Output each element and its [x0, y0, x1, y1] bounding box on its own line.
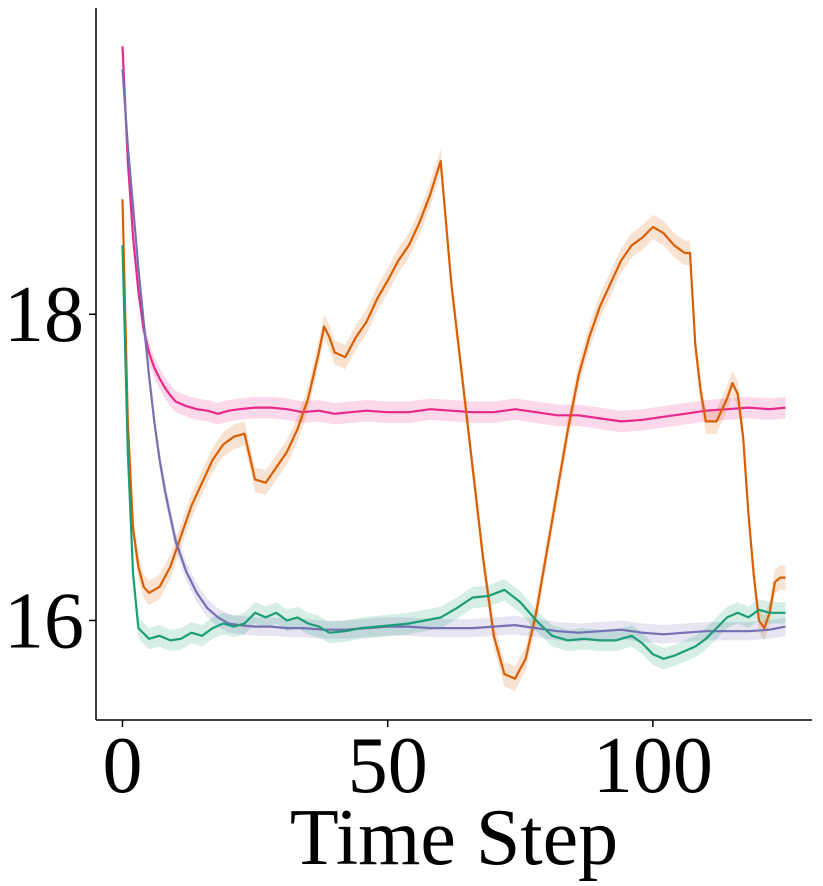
series-1-band: [122, 35, 786, 433]
x-tick-label: 0: [103, 722, 143, 810]
confidence-bands: [122, 35, 786, 691]
series-1-line: [121, 46, 786, 423]
tick-labels: 0 50 100 16 18: [4, 271, 713, 810]
axes: [89, 8, 812, 727]
series-3-band: [122, 60, 786, 644]
y-tick-label: 16: [4, 577, 84, 665]
x-tick-label: 50: [348, 722, 428, 810]
series-3-line: [121, 69, 786, 636]
series-lines: [121, 46, 786, 680]
x-axis-title: Time Step: [290, 794, 618, 882]
y-tick-label: 18: [4, 271, 84, 359]
series-2-line: [121, 160, 786, 680]
series-4-line: [121, 245, 786, 660]
x-tick-label: 100: [593, 722, 713, 810]
